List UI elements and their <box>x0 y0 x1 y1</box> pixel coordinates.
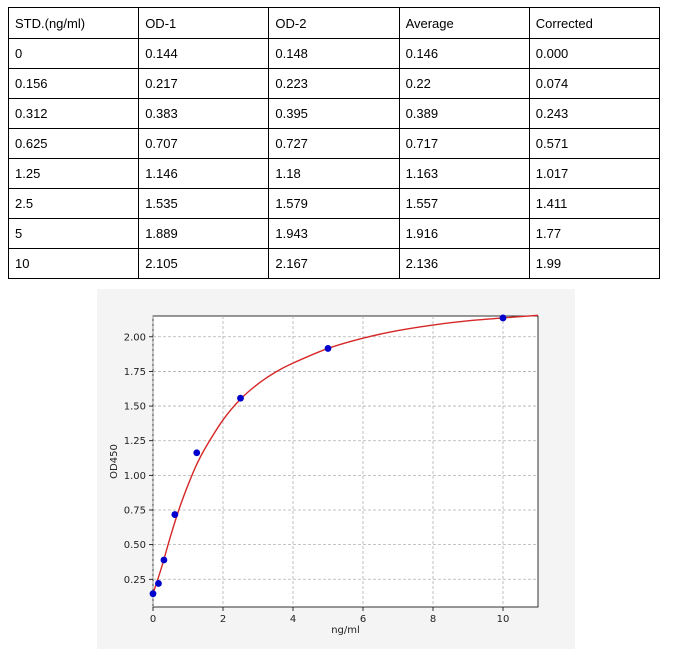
table-cell: 10 <box>7 248 140 279</box>
fit-curve <box>152 314 539 594</box>
data-point <box>160 556 168 564</box>
table-row: 1.25 1.146 1.18 1.163 1.017 <box>7 158 661 189</box>
table-cell: 0 <box>7 38 140 69</box>
data-point <box>155 580 162 587</box>
x-tick-label: 10 <box>497 614 510 625</box>
table-cell: 1.25 <box>7 158 140 189</box>
header-od2: OD-2 <box>268 7 400 39</box>
header-average: Average <box>398 7 530 39</box>
header-std: STD.(ng/ml) <box>7 7 140 39</box>
table-row: 0 0.144 0.148 0.146 0.000 <box>7 38 661 69</box>
table-row: 0.312 0.383 0.395 0.389 0.243 <box>7 98 661 129</box>
table-cell: 1.579 <box>268 188 400 219</box>
table-cell: 5 <box>7 218 140 249</box>
table-cell: 2.167 <box>268 248 400 279</box>
data-point <box>237 394 244 402</box>
y-tick-label: 0.75 <box>124 506 146 517</box>
table-cell: 0.383 <box>138 98 270 129</box>
table-cell: 1.99 <box>528 248 661 279</box>
table-cell: 0.22 <box>398 68 530 99</box>
fit-curve-layer <box>152 314 539 594</box>
table-cell: 2.136 <box>398 248 530 279</box>
table-cell: 0.144 <box>138 38 270 69</box>
y-axis-label: OD450 <box>109 444 120 479</box>
y-tick-label: 1.00 <box>124 471 146 482</box>
table-cell: 0.217 <box>138 68 270 99</box>
y-tick-label: 1.25 <box>124 436 146 447</box>
table-cell: 0.395 <box>268 98 400 129</box>
table-cell: 0.312 <box>7 98 140 129</box>
table-row: 0.156 0.217 0.223 0.22 0.074 <box>7 68 661 99</box>
table-cell: 1.18 <box>268 158 400 189</box>
table-cell: 0.156 <box>7 68 140 99</box>
y-tick-label: 1.75 <box>124 367 146 378</box>
table-cell: 0.571 <box>528 128 661 159</box>
header-od1: OD-1 <box>138 7 270 39</box>
x-tick-label: 6 <box>360 614 366 625</box>
table-row: 10 2.105 2.167 2.136 1.99 <box>7 248 661 279</box>
y-tick-label: 0.25 <box>124 575 146 586</box>
table-cell: 1.411 <box>528 188 661 219</box>
chart-svg: 0 2 4 6 8 100.250.500.751.001.251.501.752.00 … <box>109 314 539 636</box>
table-row: 5 1.889 1.943 1.916 1.77 <box>7 218 661 249</box>
table-body: 0 0.144 0.148 0.146 0.000 0.156 0.217 0.223 0.22… <box>7 38 661 279</box>
data-points-layer <box>149 314 507 598</box>
table-cell: 1.017 <box>528 158 661 189</box>
data-point <box>149 590 157 598</box>
table-cell: 0.707 <box>138 128 270 159</box>
x-tick-label: 4 <box>290 614 296 625</box>
table-cell: 0.074 <box>528 68 661 99</box>
table-cell: 0.146 <box>398 38 530 69</box>
x-tick-label: 0 <box>150 614 156 625</box>
grid-lines <box>152 316 538 607</box>
table-cell: 0.727 <box>268 128 400 159</box>
y-tick-label: 2.00 <box>124 332 146 343</box>
x-tick-label: 8 <box>430 614 436 625</box>
table-cell: 1.557 <box>398 188 530 219</box>
table-cell: 2.105 <box>138 248 270 279</box>
y-tick-label: 0.50 <box>124 540 146 551</box>
x-axis-label: ng/ml <box>331 625 360 636</box>
table-cell: 1.916 <box>398 218 530 249</box>
table-cell: 1.77 <box>528 218 661 249</box>
table-cell: 1.535 <box>138 188 270 219</box>
table-row: 0.625 0.707 0.727 0.717 0.571 <box>7 128 661 159</box>
table-cell: 0.389 <box>398 98 530 129</box>
table-cell: 0.000 <box>528 38 661 69</box>
axis-ticks: 0 2 4 6 8 10 0.25 0.50 0.75 1.00 1.25 1.50 1.75 2.00 <box>124 332 510 625</box>
plot-area <box>152 315 539 608</box>
table-cell: 0.717 <box>398 128 530 159</box>
data-point <box>171 511 179 518</box>
x-tick-label: 2 <box>220 614 226 625</box>
table-cell: 0.148 <box>268 38 400 69</box>
standard-curve-chart: 0 2 4 6 8 10 0.25 0.50 0.75 1.00 1.25 1.50 1.75 2.00 … <box>97 289 575 649</box>
table-cell: 0.223 <box>268 68 400 99</box>
data-point <box>499 314 507 322</box>
standards-table: STD.(ng/ml) OD-1 OD-2 Average Corrected … <box>7 7 661 279</box>
table-header-row: STD.(ng/ml) OD-1 OD-2 Average Corrected <box>7 7 661 39</box>
table-cell: 2.5 <box>7 188 140 219</box>
table-cell: 1.163 <box>398 158 530 189</box>
table-cell: 1.889 <box>138 218 270 249</box>
table-row: 2.5 1.535 1.579 1.557 1.411 <box>7 188 661 219</box>
y-tick-label: 1.50 <box>124 402 146 413</box>
data-point <box>324 345 332 352</box>
table-cell: 0.243 <box>528 98 661 129</box>
table-cell: 1.146 <box>138 158 270 189</box>
data-point <box>193 449 201 457</box>
table-cell: 0.625 <box>7 128 140 159</box>
header-corrected: Corrected <box>528 7 661 39</box>
table-cell: 1.943 <box>268 218 400 249</box>
